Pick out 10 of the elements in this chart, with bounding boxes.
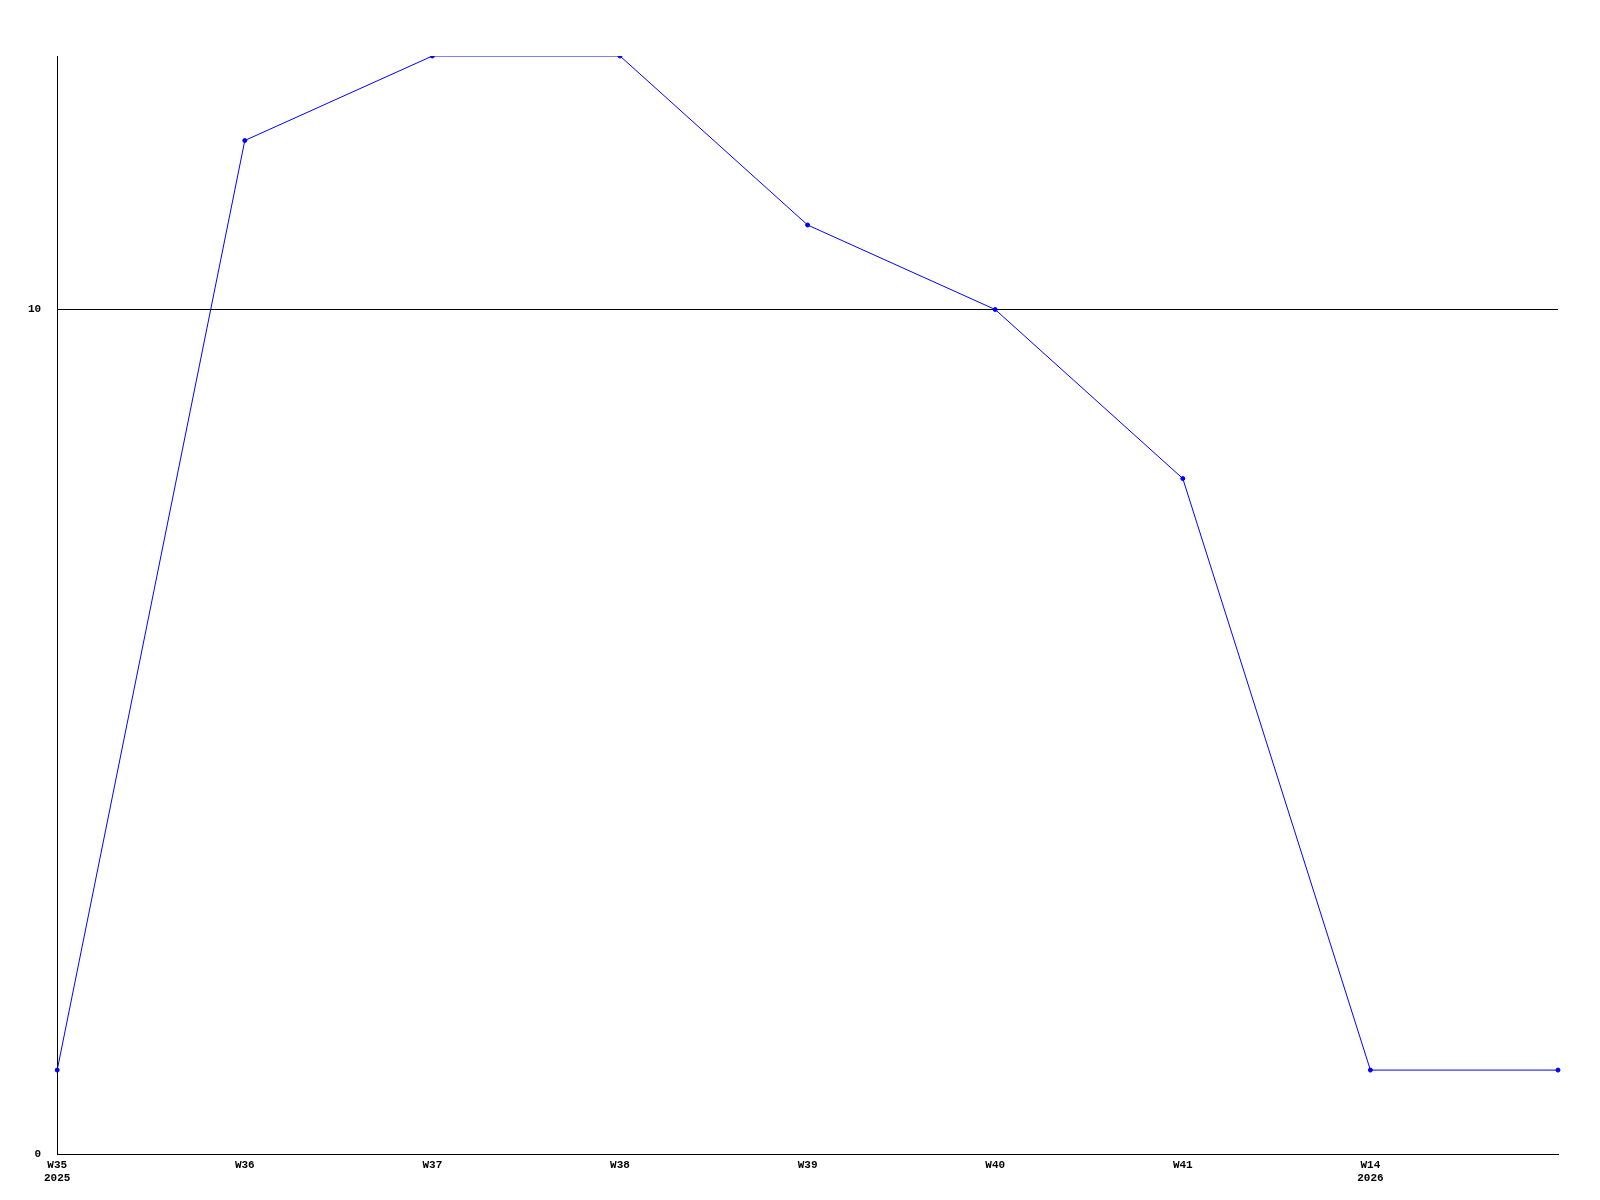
x-tick-label: W41 — [1172, 1158, 1194, 1171]
y-tick-label: 0 — [34, 1148, 42, 1161]
x-tick-label: W39 — [797, 1158, 818, 1171]
x-tick-label: W37 — [422, 1158, 443, 1171]
x-tick-label: W35 2025 — [44, 1158, 71, 1185]
y-tick-label: 10 — [28, 303, 42, 316]
x-tick-label: W14 2026 — [1357, 1158, 1384, 1185]
x-tick-label: W40 — [985, 1158, 1006, 1171]
x-tick-label: W38 — [610, 1158, 631, 1171]
x-tick-label: W36 — [234, 1158, 255, 1171]
